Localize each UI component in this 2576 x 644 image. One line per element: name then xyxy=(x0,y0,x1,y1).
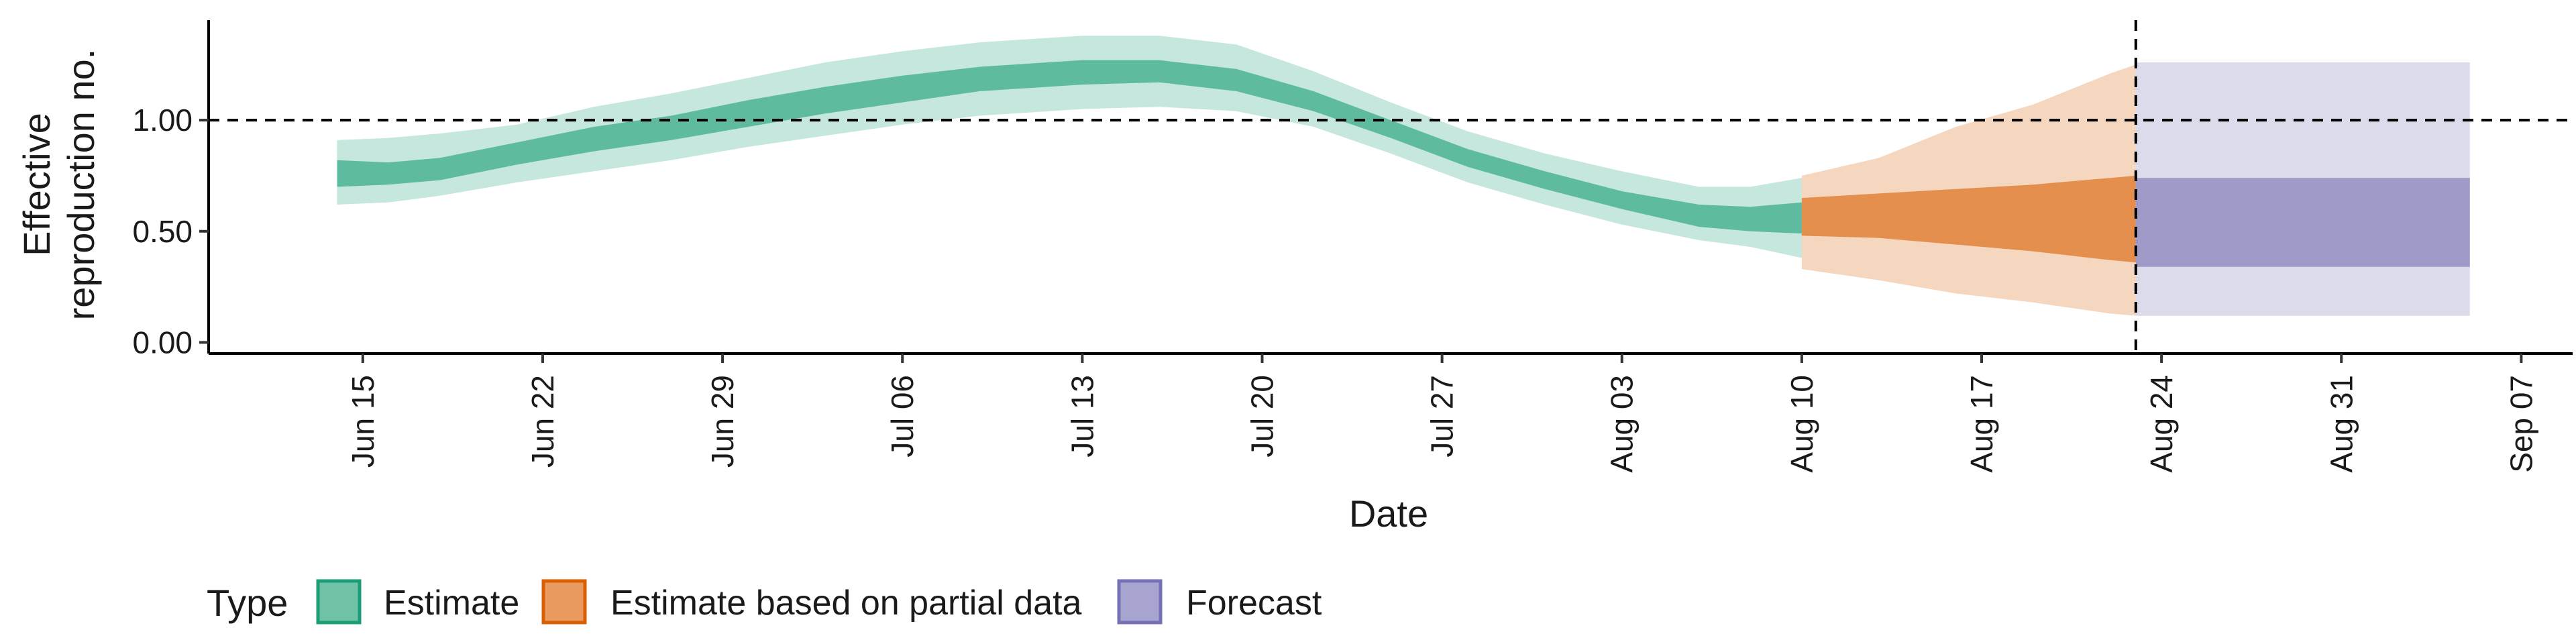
x-tick-label: Aug 17 xyxy=(1964,375,1999,473)
y-axis-title-line-2: reproduction no. xyxy=(60,49,102,321)
x-tick-label: Aug 31 xyxy=(2324,375,2359,473)
y-tick-label: 1.00 xyxy=(132,103,193,138)
estimate-based-on-partial-data-band-50 xyxy=(1801,175,2136,263)
y-tick-label: 0.00 xyxy=(132,325,193,360)
legend-label-estimate: Estimate xyxy=(384,584,519,623)
x-tick-label: Aug 10 xyxy=(1784,375,1819,473)
x-tick-label: Aug 03 xyxy=(1605,375,1640,473)
x-tick-label: Jun 29 xyxy=(705,375,740,468)
x-tick-label: Jul 06 xyxy=(885,375,920,458)
legend-label-forecast: Forecast xyxy=(1186,584,1322,623)
estimate-band-90 xyxy=(337,36,1802,258)
y-axis-title-line-1: Effective xyxy=(15,113,58,256)
legend-swatch-forecast xyxy=(1117,579,1163,625)
legend: Type Estimate Estimate based on partial … xyxy=(207,579,1322,625)
legend-swatch-partial xyxy=(541,579,587,625)
legend-swatch-estimate xyxy=(316,579,362,625)
x-tick-label: Jul 13 xyxy=(1065,375,1099,458)
ribbon-layer xyxy=(337,36,2470,316)
x-ticks: Jun 15 Jun 22 Jun 29 Jul 06 Jul 13 Jul 20 Jul … xyxy=(345,354,2538,473)
x-tick-label: Aug 24 xyxy=(2144,375,2179,473)
x-axis-title: Date xyxy=(1349,492,1428,535)
x-tick-label: Jun 22 xyxy=(525,375,560,468)
y-axis-title: Effective reproduction no. xyxy=(15,49,102,321)
estimate-band-50 xyxy=(337,60,1802,234)
legend-label-partial: Estimate based on partial data xyxy=(610,584,1082,623)
x-tick-label: Jul 27 xyxy=(1425,375,1460,458)
forecast-band-50 xyxy=(2135,178,2470,267)
x-tick-label: Sep 07 xyxy=(2504,375,2538,473)
x-tick-label: Jun 15 xyxy=(345,375,380,468)
y-tick-label: 0.50 xyxy=(132,214,193,249)
axes xyxy=(207,20,2573,355)
legend-title: Type xyxy=(207,582,288,624)
x-tick-label: Jul 20 xyxy=(1245,375,1280,458)
y-ticks: 0.00 0.50 1.00 xyxy=(132,103,209,360)
